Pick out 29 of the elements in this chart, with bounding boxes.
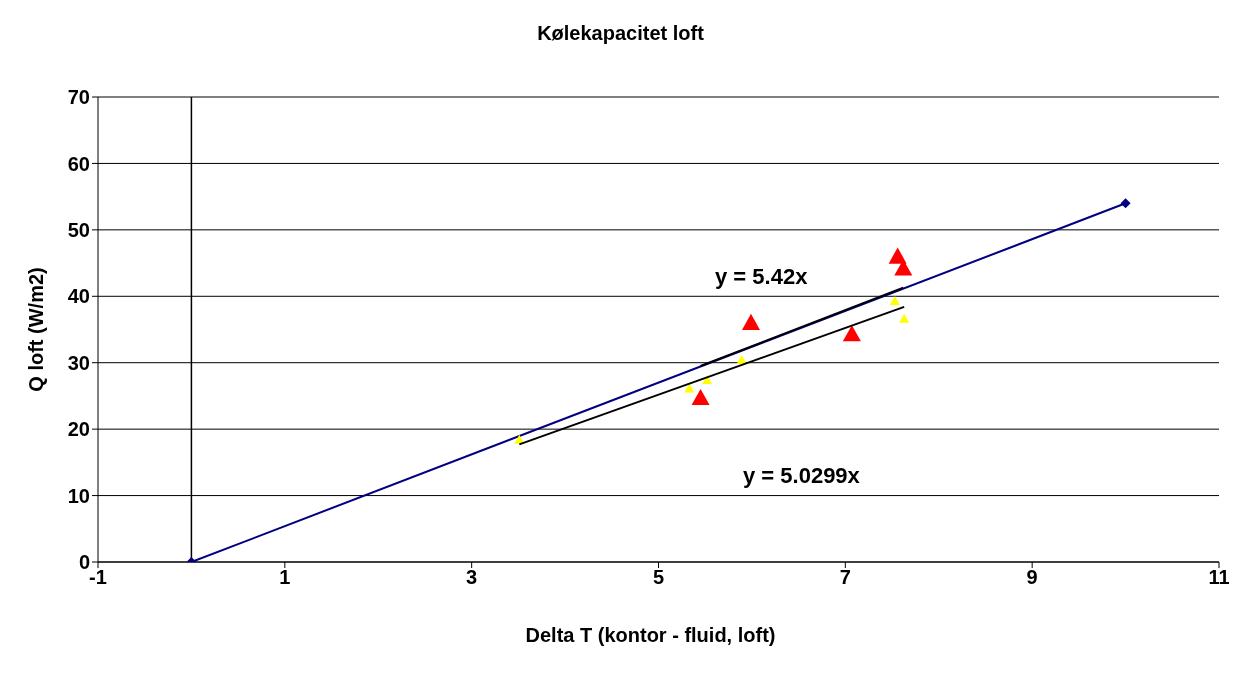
x-tick-label: 3 [466, 566, 478, 589]
x-tick-label: 1 [279, 566, 291, 589]
point [691, 388, 710, 406]
y-axis-title: Q loft (W/m2) [25, 267, 48, 392]
y-tick-label: 50 [67, 218, 90, 241]
annotation: y = 5.42x [713, 264, 810, 290]
x-tick-label: -1 [89, 566, 107, 589]
y-tick-label: 30 [67, 351, 90, 374]
x-tick-label: 9 [1026, 566, 1038, 589]
point [736, 355, 747, 365]
y-tick-label: 0 [78, 551, 90, 574]
y-tick-label: 10 [67, 484, 90, 507]
x-tick-label: 7 [839, 566, 851, 589]
point [741, 313, 760, 331]
x-tick-label: 5 [652, 566, 665, 589]
x-tick-label: 11 [1208, 566, 1230, 589]
annotation: y = 5.0299x [741, 463, 862, 489]
x-axis-title: Delta T (kontor - fluid, loft) [524, 624, 777, 647]
point [899, 313, 910, 323]
y-tick-label: 40 [67, 285, 90, 308]
y-tick-label: 20 [67, 418, 90, 441]
point [888, 247, 907, 264]
chart-title: Kølekapacitet loft [536, 21, 705, 46]
point [684, 383, 695, 393]
point [889, 295, 900, 305]
y-tick-label: 70 [67, 86, 90, 109]
point [1120, 198, 1131, 209]
point [842, 325, 861, 342]
y-tick-label: 60 [67, 152, 90, 175]
